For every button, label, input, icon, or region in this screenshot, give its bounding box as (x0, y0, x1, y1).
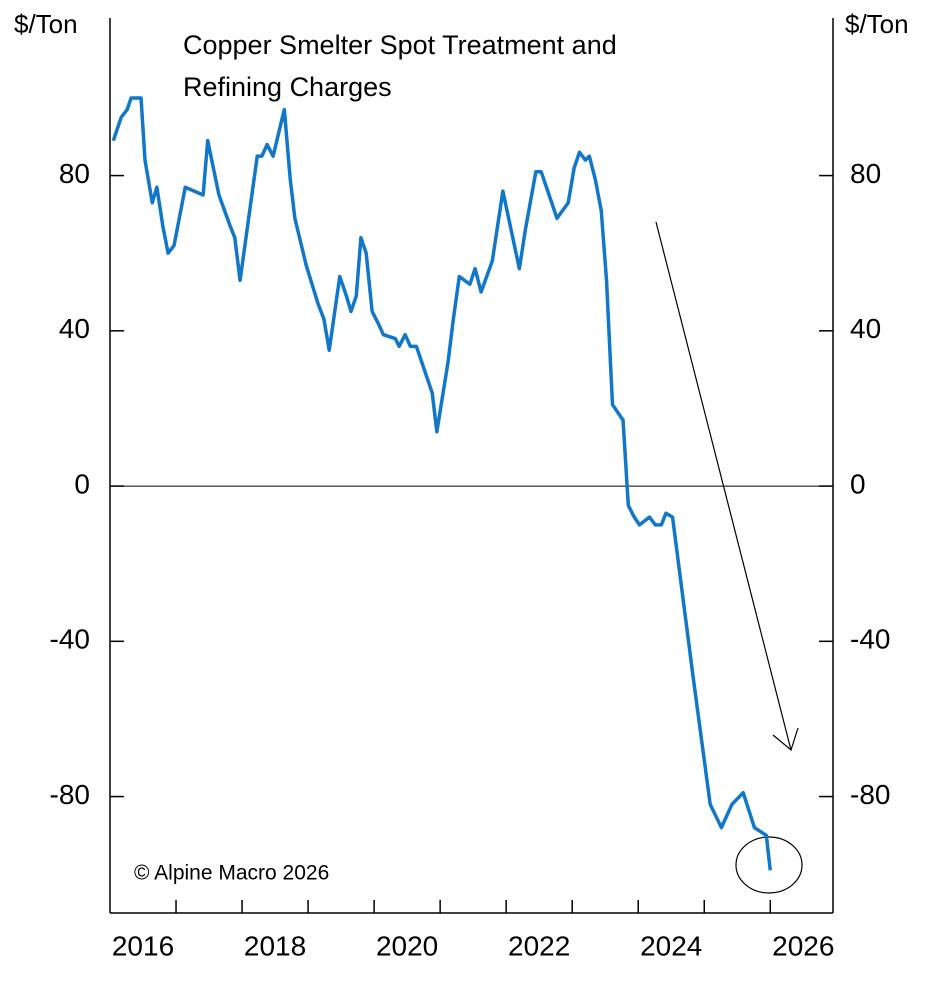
y-tick-label: -80 (50, 779, 90, 810)
x-tick-label: 2024 (640, 930, 702, 961)
data-line (111, 96, 773, 871)
y-tick-label: -40 (50, 624, 90, 655)
y2-tick-label: 80 (850, 158, 881, 189)
chart-title: Copper Smelter Spot Treatment and (183, 30, 617, 60)
y-tick-label: 0 (74, 468, 90, 499)
x-tick-label: 2026 (772, 930, 834, 961)
x-tick-label: 2016 (112, 930, 174, 961)
highlight-circle (735, 836, 803, 894)
y-axis-label: $/Ton (14, 9, 78, 39)
x-tick-label: 2022 (508, 930, 570, 961)
y2-tick-label: -40 (850, 624, 890, 655)
y2-axis-label: $/Ton (845, 9, 909, 39)
copyright: © Alpine Macro 2026 (134, 862, 329, 885)
y2-tick-label: -80 (850, 779, 890, 810)
y-tick-label: 80 (59, 158, 90, 189)
y-tick-label: 40 (59, 313, 90, 344)
y2-tick-label: 40 (850, 313, 881, 344)
x-tick-label: 2018 (244, 930, 306, 961)
chart-title: Refining Charges (183, 72, 392, 102)
y2-tick-label: 0 (850, 468, 866, 499)
arrow-head (772, 727, 799, 752)
x-tick-label: 2020 (376, 930, 438, 961)
